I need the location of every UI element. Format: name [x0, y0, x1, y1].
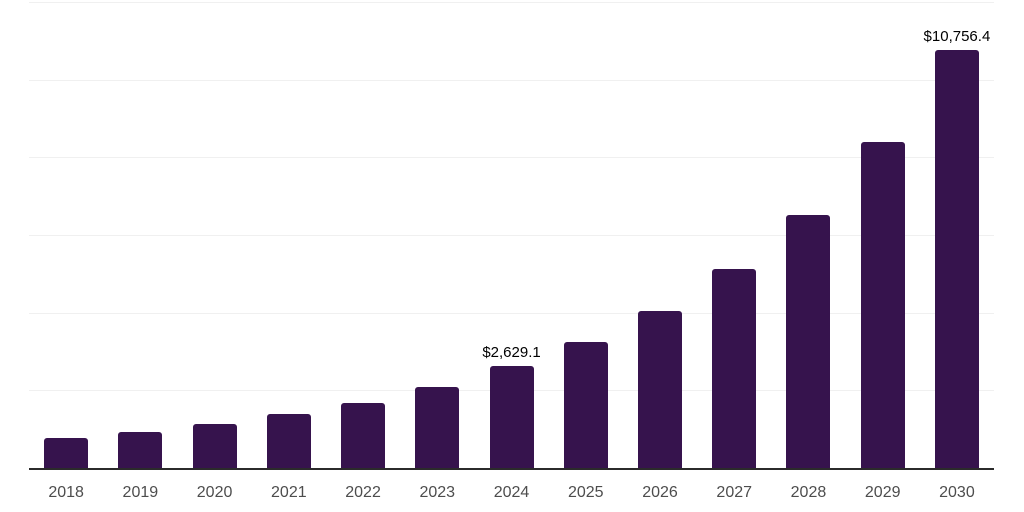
- plot-area: $2,629.1 $10,756.4: [29, 2, 994, 470]
- x-axis-labels: 2018 2019 2020 2021 2022 2023 2024 2025 2026 2027…: [29, 483, 994, 503]
- bar-2023: [415, 386, 460, 468]
- bar-group-2025: [549, 2, 623, 468]
- bar-2024: [489, 365, 534, 468]
- value-label-2024: $2,629.1: [482, 343, 541, 361]
- bar-2019: [118, 431, 163, 468]
- x-tick-label-2024: 2024: [493, 484, 530, 501]
- x-tick-label-2023: 2023: [419, 484, 456, 501]
- bar-group-2030: $10,756.4: [920, 2, 994, 468]
- bar-2018: [44, 437, 89, 468]
- bar-group-2021: [252, 2, 326, 468]
- bar-group-2020: [177, 2, 251, 468]
- bar-2026: [637, 310, 682, 468]
- bar-group-2028: [771, 2, 845, 468]
- x-tick-label-2030: 2030: [939, 484, 975, 501]
- bar-group-2029: [846, 2, 920, 468]
- bar-group-2019: [103, 2, 177, 468]
- x-tick-label-2026: 2026: [642, 484, 678, 501]
- x-tick-label-2021: 2021: [271, 484, 307, 501]
- bar-group-2026: [623, 2, 697, 468]
- value-label-2030: $10,756.4: [923, 28, 991, 46]
- x-axis-line: [29, 468, 994, 470]
- bar-2025: [563, 342, 608, 468]
- gridline-6000: [29, 235, 994, 236]
- bar-group-2027: [697, 2, 771, 468]
- bar-2022: [341, 402, 386, 468]
- x-tick-label-2028: 2028: [790, 484, 827, 501]
- bar-2021: [266, 414, 311, 468]
- bar-2029: [860, 142, 905, 468]
- bar-2030: [934, 50, 979, 468]
- gridline-4000: [29, 312, 994, 314]
- bar-2028: [786, 215, 831, 468]
- gridline-8000: [29, 157, 994, 159]
- bar-group-2022: [326, 2, 400, 468]
- bar-2027: [712, 268, 757, 468]
- bar-group-2023: [400, 2, 474, 468]
- gridline-12000: [29, 2, 994, 3]
- x-tick-label-2025: 2025: [567, 484, 604, 501]
- bar-2020: [192, 424, 237, 468]
- bar-group-2018: [29, 2, 103, 468]
- bar-group-2024: $2,629.1: [474, 2, 548, 468]
- x-tick-label-2020: 2020: [196, 484, 233, 501]
- x-tick-label-2029: 2029: [864, 484, 901, 501]
- x-tick-label-2022: 2022: [345, 484, 381, 501]
- gridline-10000: [29, 79, 994, 81]
- x-tick-label-2018: 2018: [48, 484, 84, 501]
- bars-layer: $2,629.1 $10,756.4: [29, 2, 994, 468]
- x-tick-label-2019: 2019: [122, 484, 159, 501]
- x-tick-label-2027: 2027: [716, 484, 753, 501]
